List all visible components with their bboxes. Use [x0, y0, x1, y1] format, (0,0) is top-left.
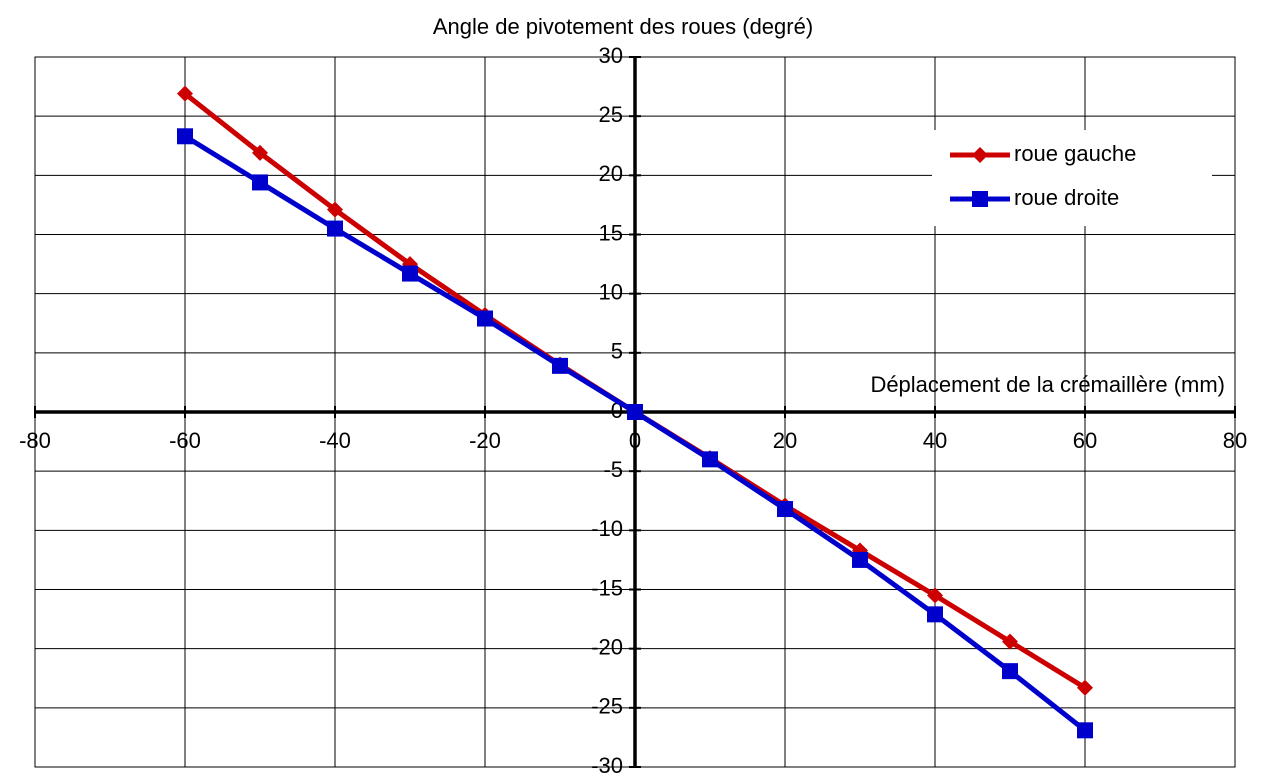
marker [1077, 722, 1093, 739]
marker [177, 128, 193, 145]
legend-box [932, 130, 1212, 226]
marker [177, 85, 193, 102]
x-tick-label: 40 [923, 428, 947, 453]
marker [402, 265, 418, 282]
y-tick-label: -20 [591, 634, 623, 659]
x-tick-label: 60 [1073, 428, 1097, 453]
legend-label: roue gauche [1014, 141, 1136, 166]
marker [327, 201, 343, 218]
marker [552, 357, 568, 374]
x-axis-label: Déplacement de la crémaillère (mm) [870, 372, 1225, 397]
x-tick-label: 20 [773, 428, 797, 453]
y-tick-label: 15 [599, 220, 623, 245]
x-tick-label: -20 [469, 428, 501, 453]
y-tick-label: -15 [591, 575, 623, 600]
y-tick-label: 30 [599, 43, 623, 68]
marker [477, 310, 493, 327]
marker [252, 174, 268, 191]
x-tick-label: 80 [1223, 428, 1247, 453]
chart-title: Angle de pivotement des roues (degré) [433, 14, 813, 39]
marker [252, 144, 268, 161]
x-tick-label: -60 [169, 428, 201, 453]
x-tick-label: -40 [319, 428, 351, 453]
y-tick-label: 5 [611, 339, 623, 364]
marker [1077, 679, 1093, 696]
y-tick-label: -5 [603, 457, 623, 482]
y-tick-label: 25 [599, 102, 623, 127]
y-tick-label: 20 [599, 161, 623, 186]
marker [1002, 663, 1018, 680]
y-tick-label: -30 [591, 753, 623, 778]
legend-label: roue droite [1014, 185, 1119, 210]
y-tick-label: -25 [591, 694, 623, 719]
x-tick-label: -80 [19, 428, 51, 453]
marker [777, 501, 793, 518]
marker [972, 147, 988, 163]
marker [927, 606, 943, 623]
y-tick-label: 10 [599, 279, 623, 304]
y-tick-label: -10 [591, 516, 623, 541]
marker [972, 191, 988, 207]
marker [927, 587, 943, 604]
x-tick-label: 0 [629, 428, 641, 453]
marker [627, 404, 643, 420]
marker [852, 551, 868, 568]
marker [327, 220, 343, 237]
marker [1002, 633, 1018, 650]
marker [702, 451, 718, 468]
